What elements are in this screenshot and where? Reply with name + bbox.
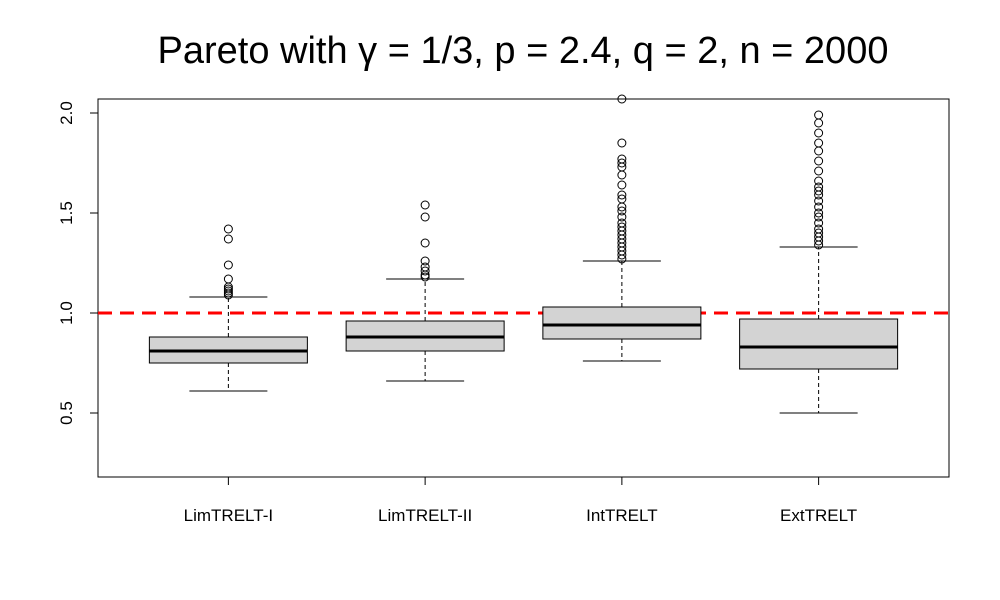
outlier-point bbox=[223, 274, 233, 284]
outlier-point bbox=[814, 186, 824, 196]
outlier-point bbox=[223, 260, 233, 270]
box-2 bbox=[542, 94, 702, 362]
outlier-point bbox=[814, 228, 824, 238]
outlier-point bbox=[814, 138, 824, 148]
outlier-point bbox=[420, 212, 430, 222]
outlier-point bbox=[420, 262, 430, 272]
outlier-point bbox=[617, 206, 627, 216]
outlier-point bbox=[814, 110, 824, 120]
y-tick-label: 1.0 bbox=[57, 301, 76, 325]
outlier-point bbox=[814, 196, 824, 206]
outlier-point bbox=[617, 180, 627, 190]
y-axis: 0.5 1.0 1.5 2.0 bbox=[57, 101, 99, 425]
outlier-point bbox=[617, 218, 627, 228]
outlier-point bbox=[223, 224, 233, 234]
outlier-point bbox=[814, 118, 824, 128]
outlier-point bbox=[420, 200, 430, 210]
outlier-point bbox=[814, 224, 824, 234]
outlier-point bbox=[814, 176, 824, 186]
outlier-point bbox=[814, 128, 824, 138]
iqr-box bbox=[542, 306, 702, 340]
box-0 bbox=[148, 224, 308, 392]
outlier-point bbox=[814, 208, 824, 218]
x-tick-label: ExtTRELT bbox=[780, 506, 857, 525]
chart-title: Pareto with γ = 1/3, p = 2.4, q = 2, n =… bbox=[158, 30, 889, 72]
outlier-point bbox=[617, 158, 627, 168]
outlier-point bbox=[617, 170, 627, 180]
y-tick-label: 0.5 bbox=[57, 401, 76, 425]
outlier-point bbox=[617, 190, 627, 200]
x-tick-label: LimTRELT-II bbox=[378, 506, 472, 525]
outlier-point bbox=[617, 154, 627, 164]
box-1 bbox=[345, 200, 505, 382]
outlier-point bbox=[617, 194, 627, 204]
outlier-point bbox=[617, 94, 627, 104]
outlier-point bbox=[420, 238, 430, 248]
outlier-point bbox=[617, 138, 627, 148]
x-tick-label: LimTRELT-I bbox=[184, 506, 273, 525]
boxes-group bbox=[148, 94, 899, 414]
y-tick-label: 2.0 bbox=[57, 101, 76, 125]
outlier-point bbox=[420, 266, 430, 276]
x-tick-label: IntTRELT bbox=[586, 506, 657, 525]
outlier-point bbox=[814, 146, 824, 156]
outlier-point bbox=[814, 166, 824, 176]
outlier-point bbox=[814, 218, 824, 228]
outlier-point bbox=[814, 156, 824, 166]
outlier-point bbox=[814, 182, 824, 192]
iqr-box bbox=[739, 318, 899, 370]
outlier-point bbox=[617, 212, 627, 222]
outlier-point bbox=[617, 222, 627, 232]
box-3 bbox=[739, 110, 899, 414]
y-tick-label: 1.5 bbox=[57, 201, 76, 225]
x-axis: LimTRELT-I LimTRELT-II IntTRELT ExtTRELT bbox=[184, 477, 857, 525]
outlier-point bbox=[223, 234, 233, 244]
outlier-point bbox=[814, 202, 824, 212]
outlier-point bbox=[814, 212, 824, 222]
outlier-point bbox=[420, 256, 430, 266]
